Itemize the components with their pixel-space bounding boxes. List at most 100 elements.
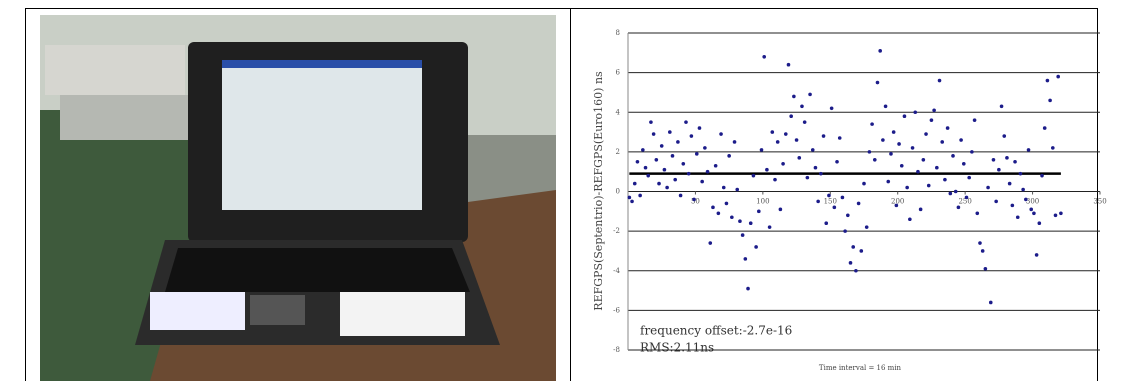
point [705,169,710,174]
point [1040,173,1044,178]
point [891,130,896,134]
point [638,193,642,198]
point [889,152,893,156]
point [921,158,926,162]
point [967,175,971,180]
point [897,142,901,146]
point [676,140,680,144]
point [886,179,891,184]
point [684,120,688,124]
point [972,118,977,122]
point [854,268,858,273]
point [862,181,866,186]
screen-titlebar [222,60,422,68]
point [673,177,677,182]
point [727,154,731,158]
point [878,49,882,53]
point [980,249,985,253]
y-tick-label: 6 [616,69,621,77]
point [894,203,899,208]
point [805,175,810,180]
point [681,161,686,166]
point [627,195,632,200]
point [988,300,993,305]
y-tick-label: -8 [613,346,620,354]
y-tick-label: 8 [616,29,620,37]
point [757,209,761,214]
x-tick-label: 50 [691,198,700,206]
point [821,134,826,138]
point [867,150,872,154]
point [1032,211,1036,216]
table-border [25,8,1098,381]
point [659,144,664,148]
point [932,108,936,113]
point [692,197,696,202]
point [991,158,996,162]
point [765,167,769,172]
point [970,150,974,154]
point [754,245,758,249]
point [937,78,942,83]
point [824,221,829,225]
point [875,80,880,85]
point [713,163,718,168]
point [810,148,815,152]
point [781,161,785,166]
point [1010,203,1015,208]
point [748,221,753,225]
point [686,171,691,176]
point [1021,187,1025,192]
point [943,177,947,182]
point [961,161,966,166]
point [738,219,742,224]
point [1042,126,1047,130]
point [1059,211,1063,216]
point [730,215,734,220]
y-axis-label: REFGPS(Septentrio)-REFGPS(Euro160) ns [592,71,605,311]
point [762,54,767,59]
point [899,163,904,168]
point [856,201,861,206]
point [732,140,737,144]
point [997,167,1001,172]
y-tick-label: -6 [613,306,620,314]
point [1053,213,1058,218]
point [835,159,839,164]
point [789,114,793,119]
point [926,183,931,188]
point [1034,253,1039,257]
point [662,167,667,172]
point [1037,221,1042,225]
point [953,189,958,194]
point [641,148,645,152]
point [913,110,918,115]
point [1007,181,1012,186]
point [910,146,915,150]
point [902,114,907,119]
point [1045,78,1050,83]
point [670,154,675,158]
x-tick-label: 350 [1093,198,1106,206]
point [724,201,729,206]
point [843,229,847,233]
point [719,132,723,136]
point [668,130,672,134]
point [711,205,715,210]
point [783,132,788,136]
point [1018,171,1023,176]
y-tick-label: 2 [616,148,620,156]
point [924,132,928,136]
point [846,213,850,218]
point [848,261,853,265]
point [1005,156,1009,160]
point [864,225,869,229]
y-tick-label: -2 [613,227,620,235]
point [908,217,912,222]
x-tick-label: 250 [958,198,971,206]
point [716,211,721,216]
point [986,185,990,190]
point [678,193,683,198]
